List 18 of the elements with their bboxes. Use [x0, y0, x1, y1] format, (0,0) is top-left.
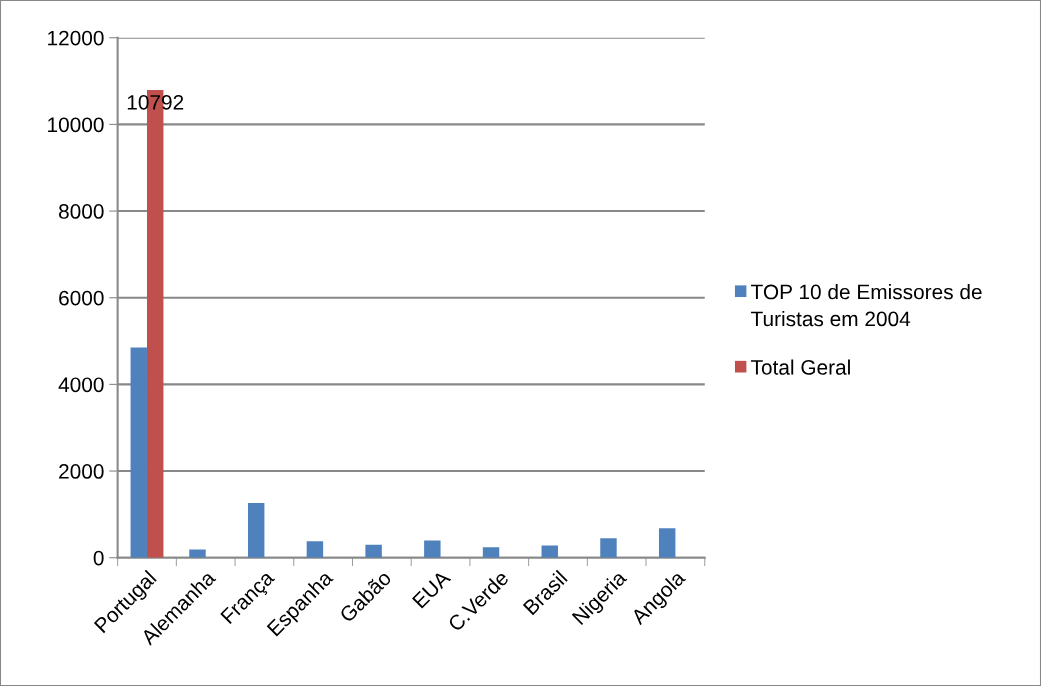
- bar: [424, 540, 441, 558]
- y-tick-label: 0: [93, 550, 104, 566]
- y-tick-label: 6000: [59, 290, 104, 306]
- bar: [482, 547, 500, 558]
- legend-label: Total Geral: [751, 359, 850, 375]
- y-tick-label: 10000: [48, 117, 104, 133]
- bar: [247, 503, 265, 558]
- bar: [306, 541, 324, 558]
- y-tick-label: 4000: [58, 377, 104, 393]
- bar: [130, 347, 147, 558]
- bar: [189, 549, 206, 558]
- legend-label: TOP 10 de Emissores de Turistas em 2004: [751, 284, 982, 327]
- y-tick-label: 2000: [59, 464, 104, 479]
- y-tick-label: 12000: [48, 30, 104, 46]
- bar: [600, 538, 617, 558]
- y-tick-label: 8000: [59, 204, 104, 219]
- bar: [365, 544, 382, 558]
- bar: [658, 528, 676, 558]
